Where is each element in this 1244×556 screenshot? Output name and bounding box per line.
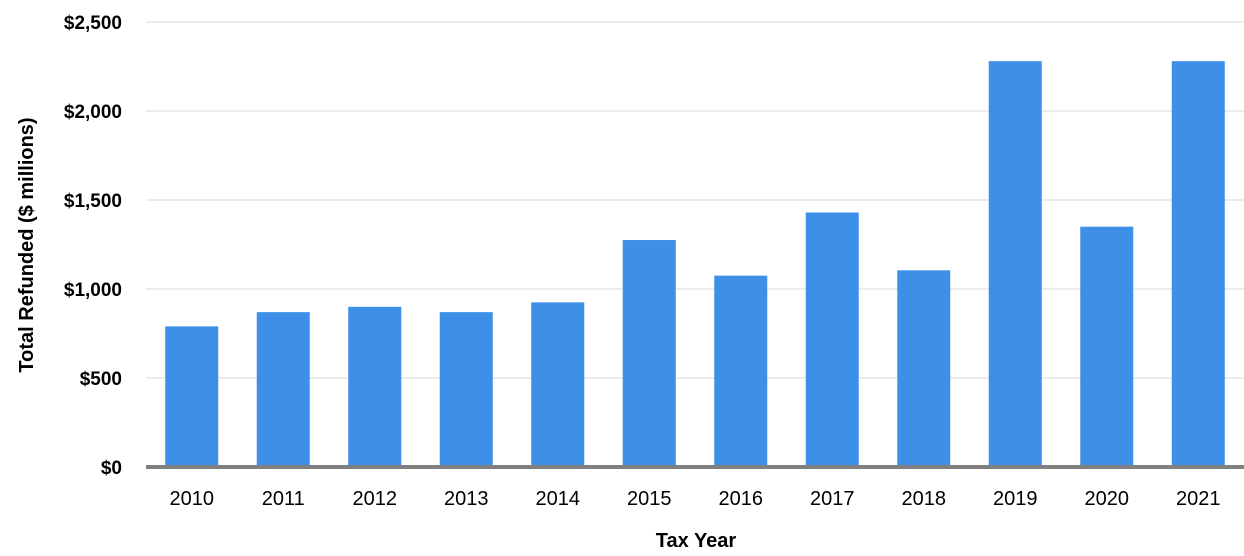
x-tick-label: 2017: [810, 488, 855, 510]
bar: [348, 306, 402, 467]
x-tick-label: 2013: [444, 488, 489, 510]
bar: [622, 240, 676, 467]
bar: [897, 270, 951, 467]
x-tick-label: 2010: [170, 488, 215, 510]
x-tick-label: 2012: [353, 488, 398, 510]
bars: [165, 61, 1225, 467]
y-tick-label: $1,000: [64, 280, 122, 301]
y-tick-label: $1,500: [64, 191, 122, 212]
bar: [805, 212, 859, 467]
x-axis-title: Tax Year: [656, 530, 737, 552]
axes: $0 $500 $1,000 $1,500 $2,000 $2,500 2010 2011 20…: [64, 13, 1244, 510]
gridlines: [146, 21, 1244, 379]
bar: [531, 302, 585, 467]
x-tick-label: 2021: [1176, 488, 1221, 510]
x-tick-label: 2018: [902, 488, 947, 510]
bar: [256, 312, 310, 467]
y-tick-label: $2,500: [64, 13, 122, 34]
y-tick-label: $500: [80, 369, 122, 390]
x-tick-label: 2020: [1085, 488, 1130, 510]
bar: [714, 275, 768, 467]
bar: [1171, 61, 1225, 467]
bar: [439, 312, 493, 467]
bar: [1080, 226, 1134, 467]
bar: [988, 61, 1042, 467]
x-tick-label: 2016: [719, 488, 764, 510]
x-tick-label: 2011: [262, 488, 305, 510]
x-tick-label: 2015: [627, 488, 672, 510]
y-tick-label: $0: [101, 458, 122, 479]
y-axis-title: Total Refunded ($ millions): [16, 117, 38, 372]
x-tick-label: 2019: [993, 488, 1038, 510]
bar: [165, 326, 219, 467]
x-tick-label: 2014: [536, 488, 581, 510]
y-tick-label: $2,000: [64, 102, 122, 123]
